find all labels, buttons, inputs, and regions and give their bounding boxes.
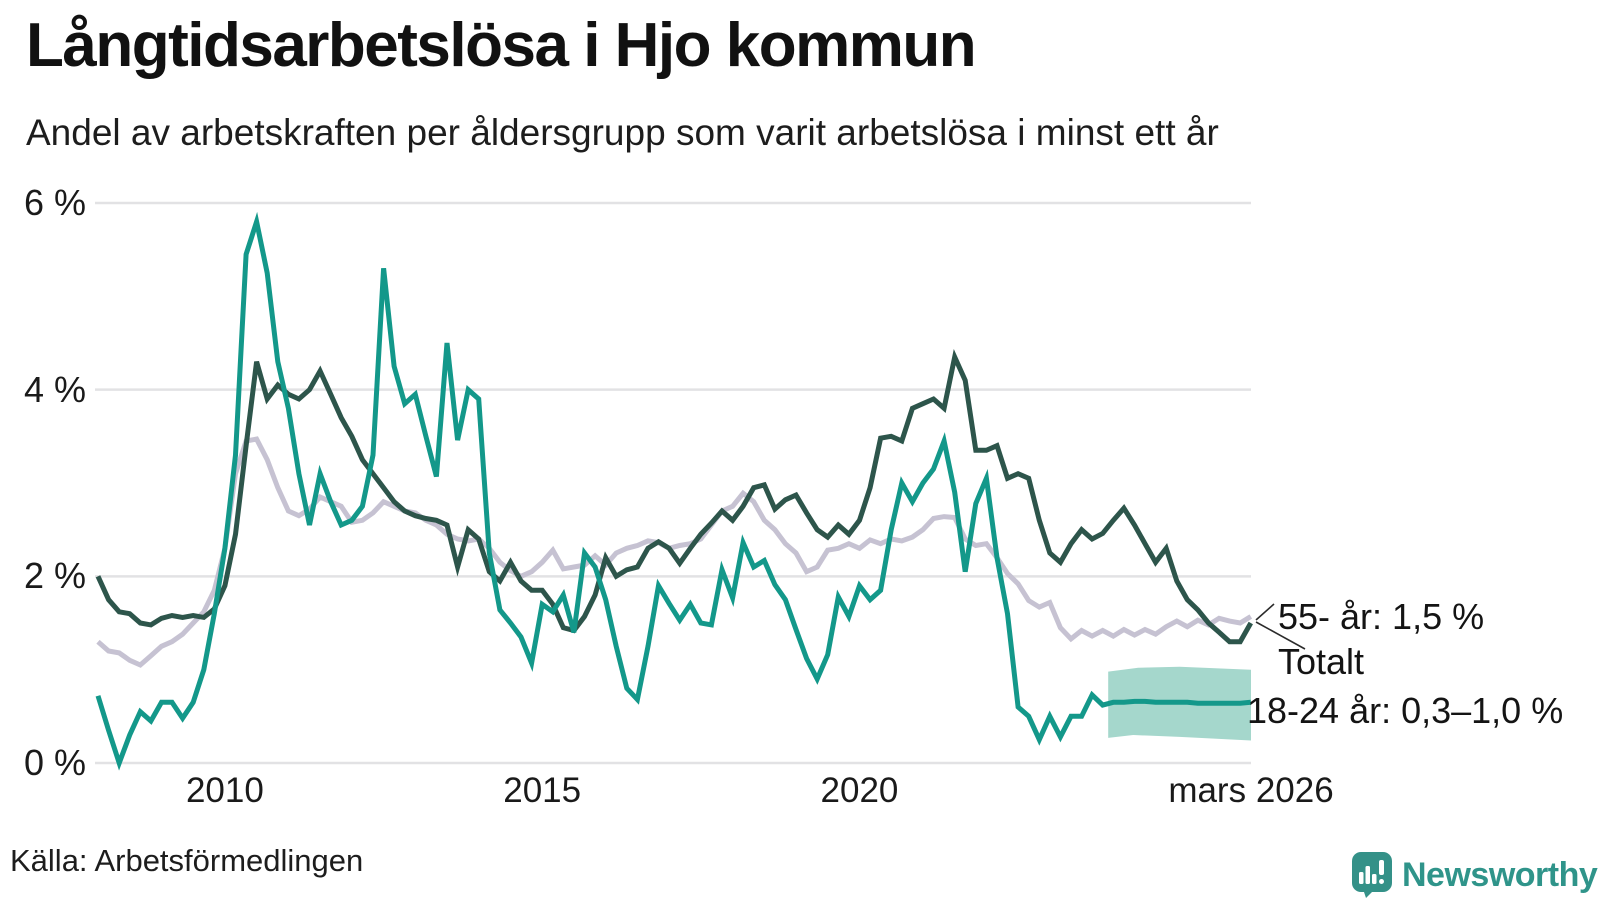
y-tick-6: 6 % [23, 182, 86, 223]
x-tick-mars-2026: mars 2026 [1168, 771, 1334, 810]
newsworthy-logo-icon [1352, 852, 1392, 898]
series-line-totalt [96, 436, 1253, 668]
newsworthy-logo-text: Newsworthy [1402, 855, 1598, 894]
y-tick-4: 4 % [23, 368, 86, 410]
series-lines [95, 211, 1253, 771]
y-tick-2: 2 % [23, 555, 86, 597]
connector-line-0 [1255, 603, 1275, 621]
x-tick-2015: 2015 [503, 771, 582, 810]
annotation-55-ar: 55- år: 1,5 % [1278, 596, 1485, 637]
annotation-18-24-ar: 18-24 år: 0,3–1,0 % [1247, 690, 1564, 731]
newsworthy-logo[interactable]: Newsworthy [1352, 852, 1598, 898]
y-tick-0: 0 % [23, 742, 86, 783]
page-title: Långtidsarbetslösa i Hjo kommun [26, 11, 977, 80]
series-line-18-24-ar [95, 211, 1252, 771]
series-line-55-ar [95, 348, 1253, 645]
chart-subtitle: Andel av arbetskraften per åldersgrupp s… [26, 112, 1219, 153]
gridlines [95, 201, 1251, 765]
x-tick-2020: 2020 [820, 771, 899, 810]
annotation-totalt: Totalt [1278, 641, 1365, 682]
source-text: Källa: Arbetsförmedlingen [10, 843, 364, 878]
x-tick-2010: 2010 [185, 771, 264, 810]
annotation-connectors [1255, 603, 1306, 650]
connector-line-1 [1255, 621, 1306, 650]
